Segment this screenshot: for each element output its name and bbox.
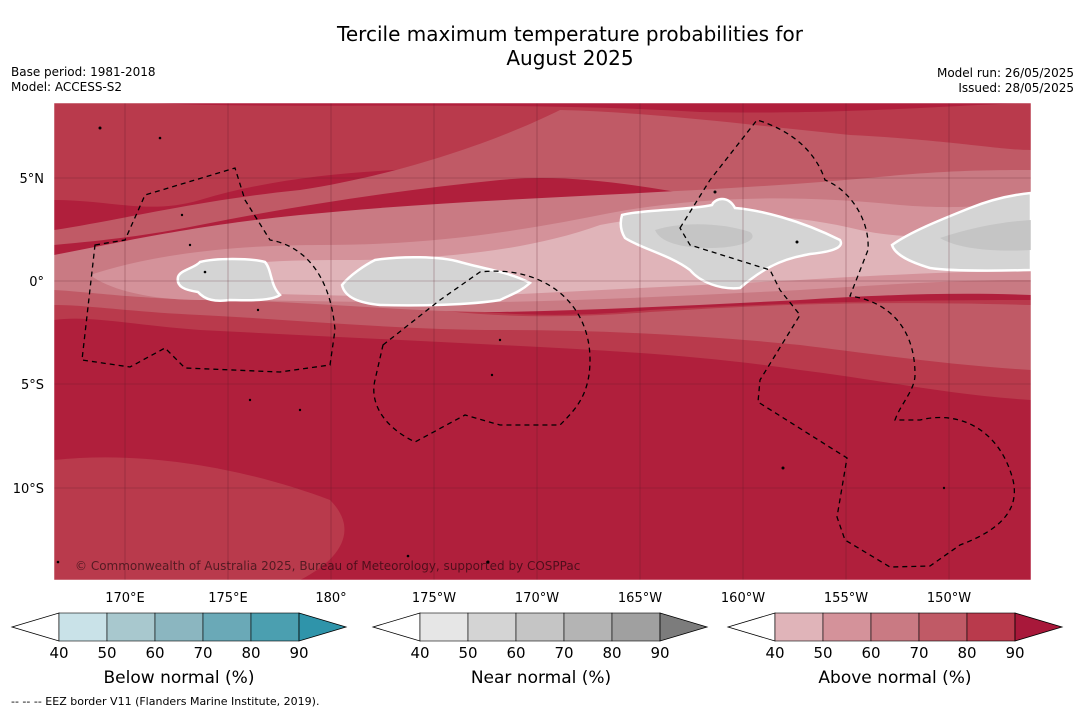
below-colorbar-tick-label: 60 — [145, 644, 164, 662]
above-colorbar-tick-label: 50 — [813, 644, 832, 662]
colorbar-near-normal: 40 50 60 70 80 90 — [371, 612, 709, 662]
below-colorbar-max-extension — [298, 612, 348, 642]
near-colorbar-segment — [419, 612, 469, 642]
islands — [56, 126, 946, 564]
below-colorbar-tick-label: 90 — [289, 644, 308, 662]
lat-label-0: 0° — [29, 275, 44, 290]
below-colorbar-segment — [58, 612, 108, 642]
below-normal-label: Below normal (%) — [103, 668, 255, 688]
map-title: Tercile maximum temperature probabilitie… — [0, 22, 1085, 70]
lon-label-170w: 170°W — [515, 591, 559, 606]
above-colorbar-max-extension — [1014, 612, 1064, 642]
near-colorbar-segment — [515, 612, 565, 642]
below-colorbar-segment — [154, 612, 204, 642]
copyright-notice: © Commonwealth of Australia 2025, Bureau… — [75, 559, 580, 573]
above-colorbar-segment — [822, 612, 872, 642]
above-colorbar-segment — [870, 612, 920, 642]
below-colorbar-min-extension — [10, 612, 60, 642]
base-period: Base period: 1981-2018 — [11, 65, 156, 79]
near-colorbar-segment — [611, 612, 661, 642]
near-colorbar-tick-label: 80 — [602, 644, 621, 662]
model-name: Model: ACCESS-S2 — [11, 80, 123, 94]
near-colorbar-min-extension — [371, 612, 421, 642]
issued-date: Issued: 28/05/2025 — [958, 81, 1074, 95]
below-colorbar-tick-label: 70 — [193, 644, 212, 662]
lon-label-165w: 165°W — [618, 591, 662, 606]
lat-label-10s: 10°S — [13, 482, 44, 497]
near-colorbar-tick-label: 70 — [554, 644, 573, 662]
map-field: © Commonwealth of Australia 2025, Bureau… — [54, 103, 1031, 580]
below-colorbar-segment — [202, 612, 252, 642]
near-colorbar-tick-label: 90 — [650, 644, 669, 662]
lon-label-180: 180° — [315, 591, 346, 606]
near-normal-label: Near normal (%) — [470, 668, 612, 688]
above-colorbar-tick-label: 40 — [765, 644, 784, 662]
above-colorbar-min-extension — [726, 612, 776, 642]
above-colorbar-segment — [966, 612, 1016, 642]
above-colorbar-segment — [918, 612, 968, 642]
below-colorbar-tick-label: 40 — [49, 644, 68, 662]
near-colorbar-tick-label: 60 — [506, 644, 525, 662]
lon-label-175e: 175°E — [208, 591, 248, 606]
near-colorbar-tick-label: 50 — [458, 644, 477, 662]
meta-right: Model run: 26/05/2025 Issued: 28/05/2025 — [937, 66, 1074, 96]
near-colorbar-segment — [563, 612, 613, 642]
gridlines — [54, 103, 1031, 580]
title-line-2: August 2025 — [506, 46, 634, 70]
colorbar-below-normal: 40 50 60 70 80 90 — [10, 612, 348, 662]
below-colorbar-tick-label: 80 — [241, 644, 260, 662]
above-colorbar-tick-label: 90 — [1005, 644, 1024, 662]
model-run: Model run: 26/05/2025 — [936, 66, 1074, 80]
colorbar-above-normal: 40 50 60 70 80 90 — [726, 612, 1064, 662]
lon-label-155w: 155°W — [824, 591, 868, 606]
lat-label-5n: 5°N — [20, 172, 45, 187]
lon-label-175w: 175°W — [412, 591, 456, 606]
lon-label-150w: 150°W — [927, 591, 971, 606]
below-colorbar-segment — [250, 612, 300, 642]
eez-legend-text: -- -- -- EEZ border V11 (Flanders Marine… — [11, 695, 320, 708]
lon-label-170e: 170°E — [105, 591, 145, 606]
meta-left: Base period: 1981-2018 Model: ACCESS-S2 — [11, 65, 156, 95]
near-colorbar-tick-label: 40 — [410, 644, 429, 662]
eez-borders — [81, 119, 1015, 568]
near-colorbar-segment — [467, 612, 517, 642]
above-colorbar-tick-label: 80 — [957, 644, 976, 662]
below-colorbar-tick-label: 50 — [97, 644, 116, 662]
above-colorbar-segment — [774, 612, 824, 642]
near-colorbar-max-extension — [659, 612, 709, 642]
below-colorbar-segment — [106, 612, 156, 642]
above-normal-label: Above normal (%) — [818, 668, 972, 688]
lon-label-160w: 160°W — [721, 591, 765, 606]
lat-label-5s: 5°S — [21, 378, 44, 393]
title-line-1: Tercile maximum temperature probabilitie… — [337, 22, 803, 46]
above-colorbar-tick-label: 70 — [909, 644, 928, 662]
above-colorbar-tick-label: 60 — [861, 644, 880, 662]
